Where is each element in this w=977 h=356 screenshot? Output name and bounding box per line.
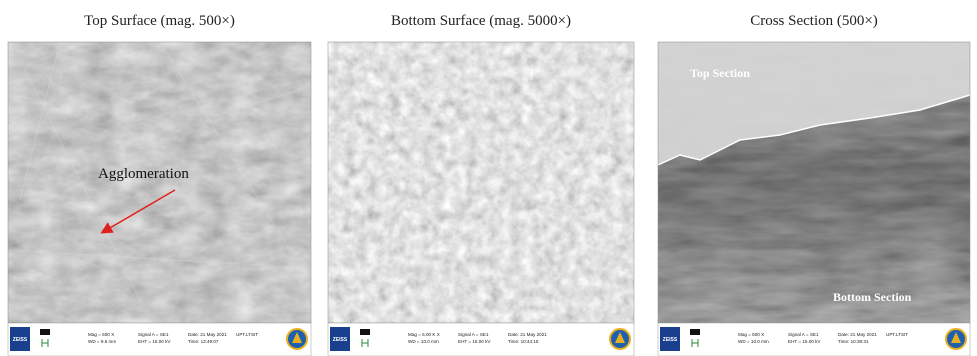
info-text: Signal A = SE1: [458, 332, 489, 337]
info-text: EHT = 15.00 kV: [788, 339, 821, 344]
info-text: WD = 9.5 mm: [88, 339, 116, 344]
logo: ZEISS: [663, 337, 678, 343]
logo: ZEISS: [333, 337, 348, 343]
info-text: WD = 10.0 mm: [738, 339, 769, 344]
panel-title: Top Surface (mag. 500×): [84, 13, 235, 29]
info-text: Mag = 500 X: [88, 332, 114, 337]
info-text: Time: 10:44:15: [508, 339, 539, 344]
panel-title: Bottom Surface (mag. 5000×): [391, 13, 571, 29]
info-text: Time: 13:49:07: [188, 339, 219, 344]
info-text: Date: 21 May 2021: [838, 332, 877, 337]
info-text: Date: 21 May 2021: [188, 332, 227, 337]
info-text: Mag = 500 X: [738, 332, 764, 337]
info-text: Time: 10:38:31: [838, 339, 869, 344]
micrograph: [328, 42, 634, 323]
annotation: Bottom Section: [833, 290, 912, 304]
lab-name: UPT.LTSIT: [236, 332, 258, 337]
info-text: Signal A = SE1: [788, 332, 819, 337]
info-text: EHT = 15.00 kV: [138, 339, 171, 344]
detector-icon: [690, 329, 700, 335]
info-text: EHT = 15.00 kV: [458, 339, 491, 344]
detector-icon: [40, 329, 50, 335]
panel-title: Cross Section (500×): [750, 13, 878, 29]
info-text: Date: 21 May 2021: [508, 332, 547, 337]
micrograph: [8, 42, 311, 323]
annotation: Agglomeration: [98, 166, 189, 182]
annotation: Top Section: [690, 66, 750, 80]
info-text: Mag = 5.00 K X: [408, 332, 440, 337]
lab-name: UPT.LTSIT: [886, 332, 908, 337]
logo: ZEISS: [13, 337, 28, 343]
info-text: Signal A = SE1: [138, 332, 169, 337]
panels: Top Surface (mag. 500×) Agglomeration ZEIS…: [8, 13, 970, 356]
figure: Top Surface (mag. 500×) Agglomeration ZEIS…: [0, 0, 977, 356]
detector-icon: [360, 329, 370, 335]
info-text: WD = 10.0 mm: [408, 339, 439, 344]
